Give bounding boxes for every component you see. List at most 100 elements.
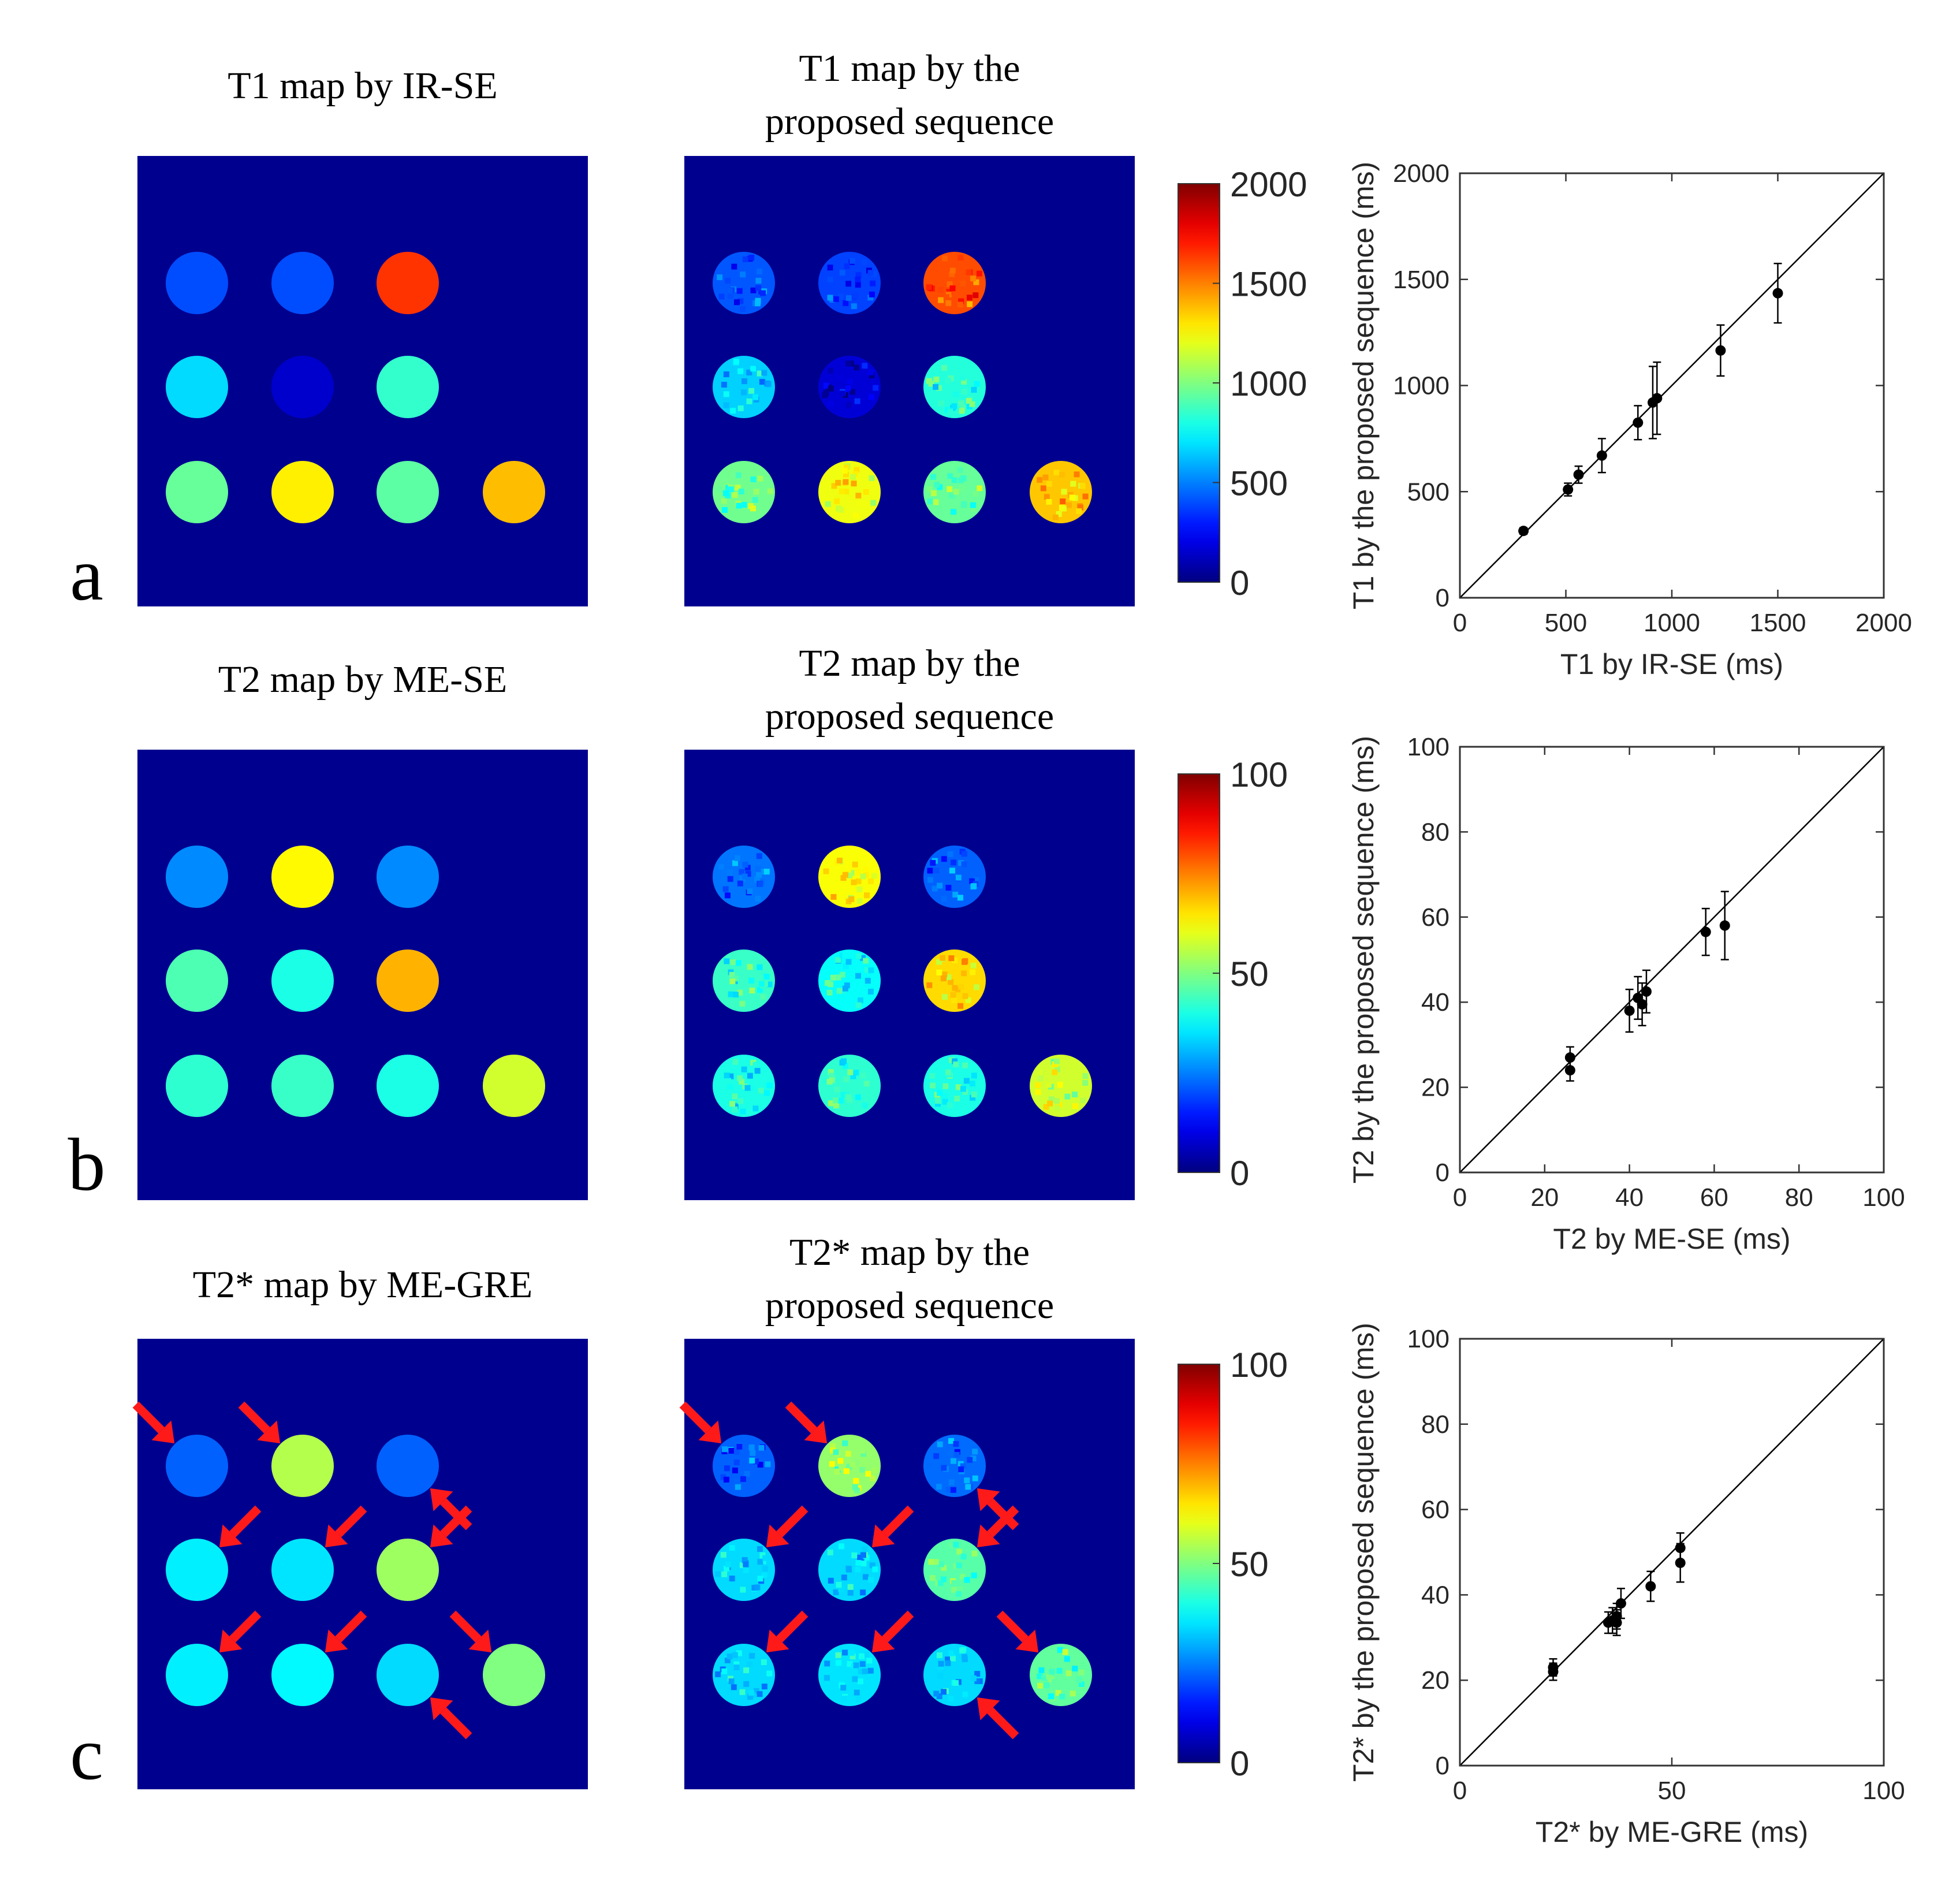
noise-pixel [829, 1073, 835, 1079]
phantom-vial [166, 1435, 228, 1497]
noise-pixel [855, 878, 862, 884]
red-arrow-shaft [882, 1505, 914, 1537]
noise-pixel [739, 1078, 745, 1085]
noise-pixel [938, 297, 944, 303]
noise-pixel [953, 1441, 959, 1447]
noise-pixel [747, 1073, 753, 1079]
noise-pixel [872, 1566, 878, 1573]
noise-pixel [936, 1484, 942, 1490]
noise-pixel [844, 982, 850, 989]
noise-pixel [1057, 1082, 1063, 1088]
noise-pixel [743, 1567, 750, 1573]
noise-pixel [739, 869, 745, 875]
noise-pixel [957, 301, 963, 308]
red-arrow-head [977, 1488, 1000, 1511]
noise-pixel [930, 859, 936, 866]
red-arrow-head [871, 1524, 895, 1548]
noise-pixel [926, 982, 933, 988]
noise-pixel [958, 477, 964, 483]
noise-pixel [953, 1542, 959, 1548]
noise-pixel [843, 1076, 849, 1082]
phantom-vial [818, 461, 881, 523]
red-arrow-head [766, 1524, 789, 1548]
noise-pixel [729, 1576, 735, 1582]
red-arrow-head [977, 1697, 1000, 1721]
noise-pixel [726, 1654, 733, 1660]
noise-pixel [826, 989, 833, 996]
noise-pixel [842, 1063, 848, 1069]
noise-pixel [750, 366, 757, 372]
noise-pixel [945, 974, 952, 980]
noise-pixel [749, 1457, 755, 1464]
noise-pixel [1044, 1682, 1050, 1688]
noise-pixel [762, 1555, 769, 1561]
noise-pixel [935, 1098, 941, 1104]
noise-pixel [827, 276, 833, 282]
scatter-plot: 0 50 100 0 20 40 60 80 100 T2* by ME-GRE (ms) T2* … [1347, 1323, 1905, 1848]
noise-pixel [947, 281, 953, 288]
noise-pixel [934, 1101, 941, 1107]
noise-pixel [867, 878, 874, 884]
red-arrow-shaft [132, 1401, 165, 1434]
noise-pixel [752, 1062, 759, 1068]
noise-pixel [943, 294, 949, 300]
noise-pixel [962, 1654, 968, 1660]
noise-pixel [732, 1103, 739, 1109]
noise-pixel [830, 893, 837, 900]
phantom-vial [166, 461, 228, 523]
noise-pixel [851, 879, 857, 885]
y-tick-label: 20 [1421, 1666, 1449, 1695]
red-arrow-head [430, 1524, 453, 1548]
noise-pixel [960, 1554, 967, 1560]
noise-pixel [855, 1094, 861, 1100]
noise-pixel [962, 993, 968, 999]
noise-pixel [721, 1446, 728, 1453]
phantom-vial [377, 461, 439, 523]
noise-pixel [843, 471, 849, 478]
noise-pixel [747, 964, 753, 970]
noise-pixel [1070, 1691, 1076, 1697]
noise-pixel [970, 1455, 977, 1462]
noise-pixel [739, 1689, 746, 1695]
noise-pixel [828, 981, 834, 988]
noise-pixel [757, 370, 763, 377]
colorbar: 2000 1500 1000 500 0 [1178, 165, 1307, 602]
noise-pixel [741, 1557, 748, 1563]
phantom-vial [818, 950, 881, 1012]
noise-pixel [838, 1543, 844, 1550]
noise-pixel [969, 878, 975, 884]
noise-pixel [849, 389, 855, 395]
noise-pixel [741, 389, 747, 396]
noise-pixel [926, 1463, 932, 1469]
noise-pixel [828, 385, 834, 392]
noise-pixel [951, 477, 957, 483]
colorbar-tick-label: 0 [1230, 1744, 1249, 1783]
y-axis-label: T2 by the proposed sequence (ms) [1347, 736, 1380, 1183]
noise-pixel [731, 263, 737, 270]
noise-pixel [1046, 1673, 1052, 1680]
red-arrow-head [325, 1524, 348, 1548]
noise-pixel [1053, 1058, 1060, 1064]
noise-pixel [767, 1082, 773, 1089]
noise-pixel [1037, 1070, 1044, 1077]
data-point [1645, 1581, 1656, 1592]
red-arrow-head [698, 1420, 722, 1444]
phantom-vial [377, 1539, 439, 1601]
noise-pixel [955, 1591, 962, 1597]
phantom-vial [923, 950, 986, 1012]
noise-pixel [861, 259, 867, 265]
red-arrow-head [804, 1420, 828, 1444]
noise-pixel [724, 1657, 731, 1663]
noise-pixel [837, 375, 843, 381]
noise-pixel [862, 363, 868, 369]
noise-pixel [761, 1572, 767, 1578]
noise-pixel [927, 877, 933, 883]
y-axis-label: T2* by the proposed sequence (ms) [1347, 1323, 1380, 1782]
noise-pixel [960, 1086, 966, 1092]
noise-pixel [735, 485, 741, 491]
colorbar-tick-label: 1500 [1230, 265, 1307, 304]
noise-pixel [758, 981, 765, 987]
noise-pixel [933, 1691, 940, 1697]
noise-pixel [949, 267, 956, 274]
